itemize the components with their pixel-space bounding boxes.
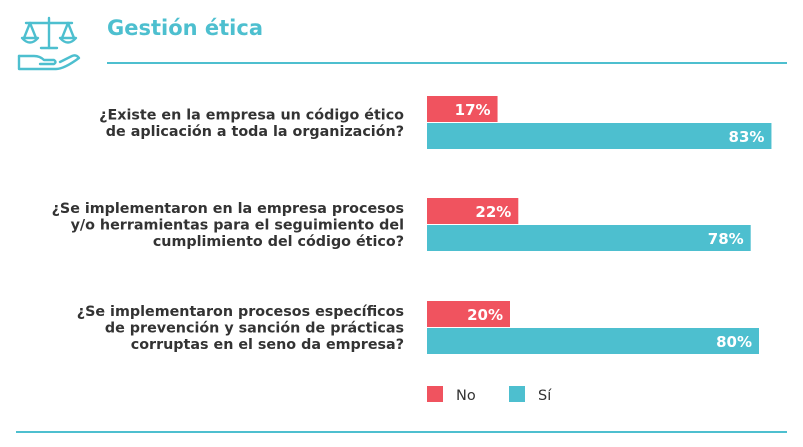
category-label: y/o herramientas para el seguimiento del: [71, 218, 404, 234]
page-title: Gestión ética: [107, 16, 264, 40]
category-label: ¿Se implementaron procesos específicos: [77, 304, 404, 320]
bar-no: [427, 96, 498, 122]
legend-label: No: [456, 388, 476, 404]
bar-si: [427, 328, 759, 354]
data-label: 22%: [475, 203, 511, 221]
scales-of-justice-icon: [17, 16, 81, 71]
footer-divider: [16, 431, 787, 433]
category-label: cumplimiento del código ético?: [153, 234, 404, 250]
data-label: 83%: [729, 128, 765, 146]
category-label: corruptas en el seno da empresa?: [131, 337, 404, 353]
category-label: de aplicación a toda la organización?: [106, 124, 404, 140]
category-label: ¿Se implementaron en la empresa procesos: [52, 201, 404, 217]
legend-label: Sí: [538, 388, 552, 404]
legend-swatch: [509, 386, 525, 402]
data-label: 78%: [708, 230, 744, 248]
category-label: ¿Existe en la empresa un código ético: [99, 107, 404, 123]
bar-si: [427, 225, 751, 251]
legend-swatch: [427, 386, 443, 402]
data-label: 17%: [455, 101, 491, 119]
data-label: 20%: [467, 306, 503, 324]
header-divider: [107, 62, 787, 64]
bar-no: [427, 198, 519, 224]
bar-si: [427, 123, 772, 149]
category-label: de prevención y sanción de prácticas: [105, 321, 404, 337]
data-label: 80%: [716, 333, 752, 351]
bar-no: [427, 301, 510, 327]
